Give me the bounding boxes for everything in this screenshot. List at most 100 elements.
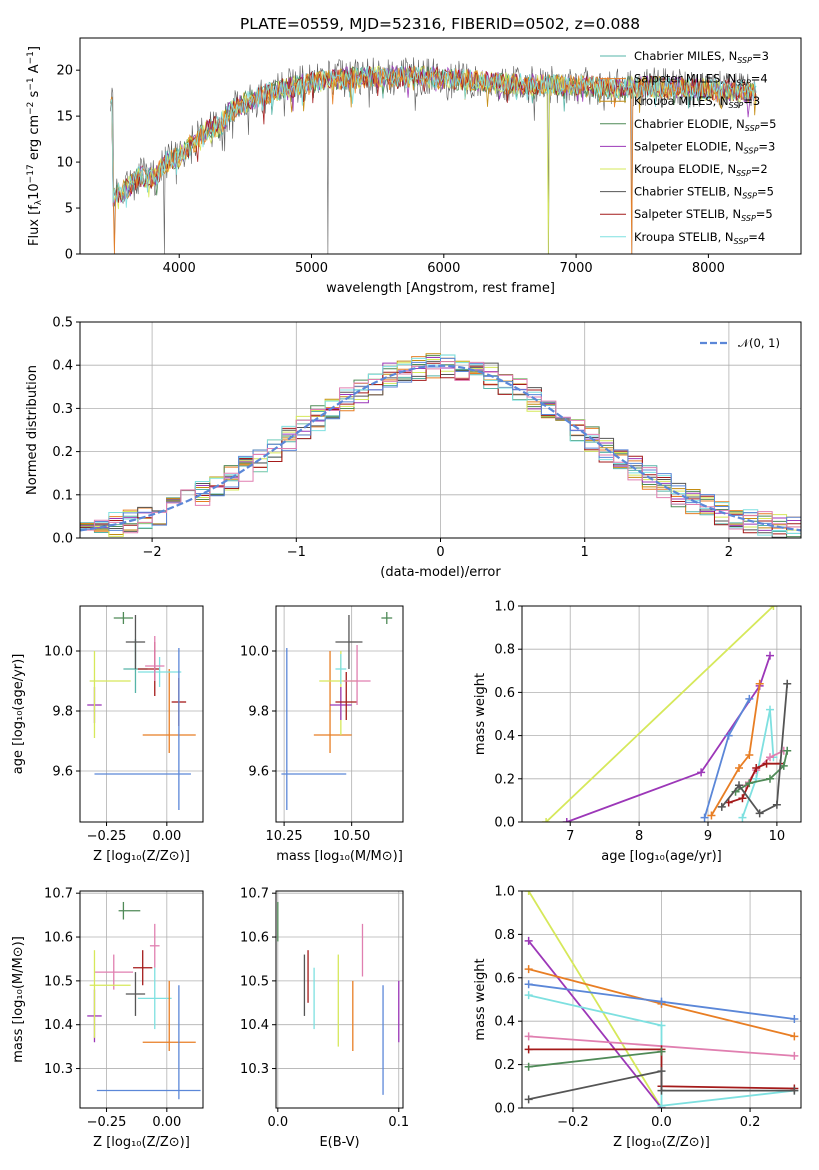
y-tick-label: 0 (65, 248, 73, 263)
y-axis-label: mass weight (473, 673, 488, 755)
data-point-marker (524, 1032, 533, 1041)
x-tick-label: −2 (143, 545, 162, 560)
y-tick-label: 0.2 (494, 1058, 515, 1073)
y-tick-label: 10.4 (44, 1018, 73, 1033)
data-point-marker (542, 818, 551, 822)
data-point-marker (700, 813, 709, 822)
data-point-marker (657, 997, 666, 1006)
y-tick-label: 15 (56, 110, 73, 125)
axes-frame (79, 890, 204, 1109)
data-point-marker (769, 606, 778, 610)
data-point-marker (772, 800, 781, 809)
x-tick-label: −0.25 (87, 829, 127, 844)
data-point-marker (724, 731, 733, 740)
x-tick-label: 8000 (692, 261, 725, 276)
data-point-marker (657, 1067, 666, 1076)
panel-mass-vs-Z: −0.25 0.00 10.3 10.4 10.5 10.6 10.7 Z [log₁₀(Z/… (11, 887, 204, 1150)
x-tick-label: 0.1 (388, 1115, 409, 1130)
panel-residual-histogram: −2 −1 0 1 2 0.0 0.1 0.2 0.3 0.4 0.5 𝒩(0, 1) (data-mo… (25, 316, 802, 580)
data-point-marker (524, 936, 533, 945)
y-axis-label: Normed distribution (25, 365, 40, 495)
data-point-marker (745, 751, 754, 760)
data-point-marker (752, 764, 761, 772)
y-tick-label: 1.0 (494, 600, 515, 615)
histograms (80, 353, 801, 538)
data-point-marker (755, 809, 764, 818)
data-point-marker (745, 694, 754, 703)
figure-title: PLATE=0559, MJD=52316, FIBERID=0502, z=0… (240, 15, 640, 33)
x-tick-label: 8 (635, 829, 643, 844)
data-point-marker (783, 746, 792, 755)
legend-entry: Chabrier STELIB, NSSP=5 (634, 185, 774, 201)
data-point-marker (766, 705, 774, 714)
x-axis-label: E(B-V) (319, 1135, 359, 1150)
weight-lines (524, 891, 799, 1108)
y-tick-label: 10.4 (240, 1018, 269, 1033)
data-point-marker (738, 813, 747, 822)
error-bars (87, 901, 201, 1100)
x-tick-label: −1 (287, 545, 306, 560)
x-tick-label: 0.2 (740, 1115, 761, 1130)
data-point-marker (790, 1032, 799, 1041)
spectrum-line-8 (110, 65, 757, 208)
y-tick-label: 10.6 (240, 931, 269, 946)
y-tick-label: 0.4 (494, 1015, 515, 1030)
data-point-marker (657, 1101, 666, 1108)
x-axis-label: Z [log₁₀(Z/Z⊙)] (93, 1135, 190, 1150)
weight-lines (542, 606, 792, 822)
data-point-marker (697, 768, 706, 777)
y-tick-label: 10.5 (240, 974, 269, 989)
legend-entry: Kroupa STELIB, NSSP=4 (634, 230, 765, 246)
y-tick-label: 10.6 (44, 931, 73, 946)
data-point-marker (745, 779, 754, 788)
x-tick-label: 10 (769, 829, 786, 844)
axes-frame (521, 890, 802, 1109)
y-tick-label: 10.0 (240, 645, 269, 660)
y-tick-label: 1.0 (494, 885, 515, 900)
data-point-marker (707, 811, 716, 820)
series-line (528, 1069, 795, 1101)
legend-entry: Salpeter STELIB, NSSP=5 (634, 207, 773, 223)
x-tick-label: −0.25 (87, 1115, 127, 1130)
axes-frame (275, 890, 404, 1109)
y-tick-label: 10.7 (240, 887, 269, 902)
axes-frame (79, 321, 802, 539)
data-point-marker (524, 965, 533, 974)
y-tick-label: 0.2 (52, 445, 73, 460)
axes-frame (521, 605, 802, 823)
data-point-marker (524, 891, 533, 895)
panel-weight-vs-Z: −0.2 0.0 0.2 0.0 0.2 0.4 0.6 0.8 1.0 Z [log₁₀(Z/Z… (473, 885, 802, 1150)
y-tick-label: 0.5 (52, 316, 73, 331)
x-tick-label: 7 (566, 829, 574, 844)
data-point-marker (562, 818, 571, 822)
data-point-marker (790, 1086, 799, 1095)
x-tick-label: 0.00 (152, 829, 181, 844)
y-axis-label: Flux [fλ10−17 erg cm−2 s−1 A−1] (26, 46, 44, 246)
data-point-marker (717, 802, 726, 811)
y-tick-label: 0.8 (494, 643, 515, 658)
data-point-marker (790, 1051, 799, 1060)
panel-age-vs-mass: 10.25 10.50 9.6 9.8 10.0 mass [log₁₀(M/M⊙)] (240, 605, 404, 864)
y-tick-label: 10 (56, 156, 73, 171)
data-point-marker (524, 1062, 533, 1071)
y-tick-label: 0.4 (52, 359, 73, 374)
axes-frame (79, 605, 204, 823)
data-point-marker (657, 1086, 666, 1095)
x-tick-label: 0.0 (651, 1115, 672, 1130)
x-tick-label: 9 (704, 829, 712, 844)
y-tick-label: 0.8 (494, 928, 515, 943)
legend: Chabrier MILES, NSSP=3 Salpeter MILES, NS… (600, 49, 776, 246)
legend-entry: Kroupa ELODIE, NSSP=2 (634, 162, 768, 178)
data-point-marker (755, 679, 764, 688)
data-point-marker (657, 1021, 666, 1030)
y-tick-label: 0.2 (494, 772, 515, 787)
y-tick-label: 10.5 (44, 974, 73, 989)
y-tick-label: 20 (56, 64, 73, 79)
series-line (527, 940, 663, 1108)
data-point-marker (524, 980, 533, 989)
series-line (566, 655, 771, 822)
legend-entry: Kroupa MILES, NSSP=3 (634, 94, 760, 110)
y-tick-label: 9.8 (248, 705, 269, 720)
x-axis-label: Z [log₁₀(Z/Z⊙)] (613, 1135, 710, 1150)
x-tick-label: 2 (725, 545, 733, 560)
